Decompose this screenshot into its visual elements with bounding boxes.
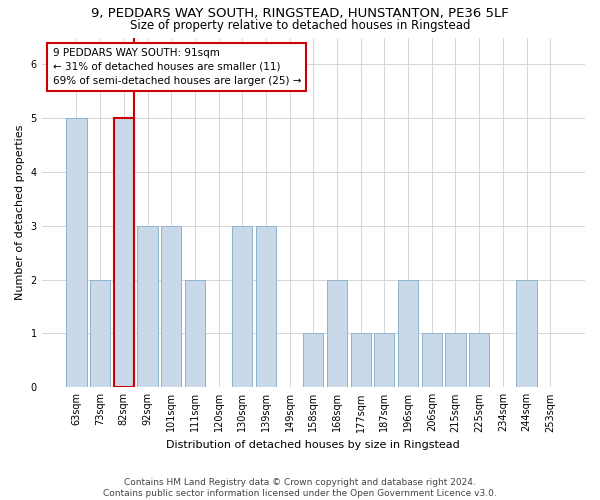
Bar [445,334,466,388]
Bar [232,226,253,388]
Bar [422,334,442,388]
Bar [350,334,371,388]
Bar [161,226,181,388]
Bar [469,334,489,388]
Y-axis label: Number of detached properties: Number of detached properties [15,124,25,300]
Text: Contains HM Land Registry data © Crown copyright and database right 2024.
Contai: Contains HM Land Registry data © Crown c… [103,478,497,498]
Bar [90,280,110,388]
Text: Size of property relative to detached houses in Ringstead: Size of property relative to detached ho… [130,19,470,32]
Bar [67,118,86,388]
Bar [517,280,536,388]
Text: 9, PEDDARS WAY SOUTH, RINGSTEAD, HUNSTANTON, PE36 5LF: 9, PEDDARS WAY SOUTH, RINGSTEAD, HUNSTAN… [91,8,509,20]
Bar [137,226,158,388]
Bar [185,280,205,388]
Bar [398,280,418,388]
Bar [327,280,347,388]
Bar [114,118,134,388]
Bar [374,334,394,388]
Bar [303,334,323,388]
X-axis label: Distribution of detached houses by size in Ringstead: Distribution of detached houses by size … [166,440,460,450]
Bar [256,226,276,388]
Text: 9 PEDDARS WAY SOUTH: 91sqm
← 31% of detached houses are smaller (11)
69% of semi: 9 PEDDARS WAY SOUTH: 91sqm ← 31% of deta… [53,48,301,86]
